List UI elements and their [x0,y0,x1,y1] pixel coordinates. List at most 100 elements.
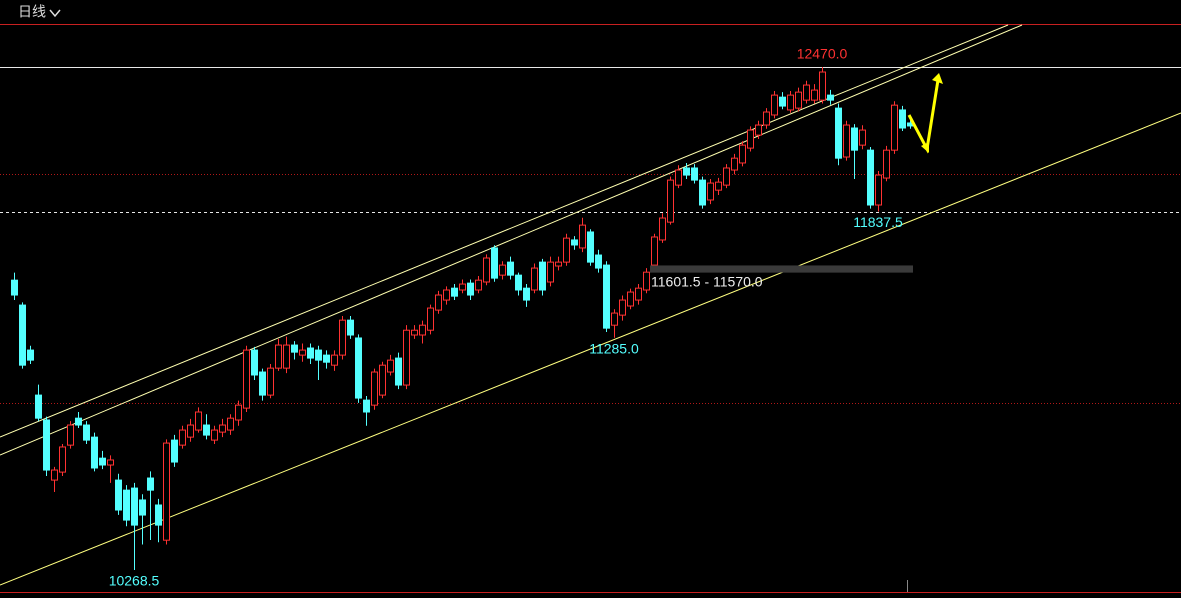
candle-body [683,167,690,176]
candle-body [851,127,858,151]
candle-body [827,94,834,101]
candle-body [523,287,530,301]
candle-body [723,167,730,186]
candle-body [131,487,138,526]
channel-line [0,24,1009,438]
dropdown-chevron[interactable] [49,9,61,18]
candle-body [819,71,826,101]
candle-body [395,357,402,386]
candle-body [491,247,498,279]
candle-body [787,94,794,111]
candle-body [467,282,474,296]
candle-body [867,149,874,206]
candle-body [515,274,522,291]
candle-body [91,436,98,469]
arrow-head [932,73,943,84]
price-annotation: 11285.0 [589,340,639,356]
candle-body [451,287,458,297]
candle-body [59,446,66,473]
candle-body [419,324,426,336]
candle-body [843,124,850,158]
channel-lines [0,24,1181,586]
candle-body [123,489,130,521]
candle-body [227,417,234,431]
candle-body [651,236,658,266]
candle-body [483,257,490,283]
candle-body [835,107,842,159]
price-annotation: 12470.0 [797,46,848,62]
candle-body [547,261,554,283]
period-label[interactable]: 日线 [18,4,46,20]
candle-body [51,469,58,481]
candle-body [779,96,786,107]
candle-body [659,217,666,241]
candle-body [595,254,602,269]
candle-body [603,264,610,329]
arrow-head [921,142,929,153]
candle-body [155,504,162,526]
channel-line [0,24,1023,456]
candle-body [739,144,746,164]
candle-body [267,367,274,396]
candle-body [811,89,818,101]
candle-body [475,279,482,291]
price-annotation: 11837.5 [853,214,903,230]
candle-body [571,239,578,246]
candle-body [795,91,802,109]
candle-body [411,329,418,336]
candle-body [363,399,370,413]
candle-body [435,294,442,311]
candle-body [731,157,738,171]
candle-body [699,179,706,206]
price-zone [650,265,913,273]
candle-body [747,129,754,149]
candle-body [891,104,898,151]
candle-body [195,411,202,431]
candle-body [27,349,34,361]
candle-body [403,329,410,386]
candle-body [179,429,186,446]
candle-body [139,499,146,516]
candle-body [187,424,194,438]
candle-body [107,459,114,466]
candle-body [691,167,698,181]
candle-body [11,279,18,296]
candle-body [163,442,170,541]
candle-body [171,439,178,463]
candle-body [355,337,362,399]
candle-body [459,283,466,291]
candle-body [499,264,506,276]
candle-body [99,457,106,466]
candle-body [259,371,266,396]
candle-body [307,347,314,359]
candle-body [627,291,634,307]
candle-body [387,359,394,373]
candle-body [875,174,882,206]
candle-body [331,354,338,366]
candle-body [803,84,810,101]
candle-body [299,349,306,356]
candle-body [211,429,218,441]
candle-body [75,417,82,426]
period-selector[interactable]: 日线 [18,4,61,20]
candle-body [291,344,298,353]
candle-body [323,354,330,363]
candle-body [587,231,594,263]
candle-body [563,237,570,263]
candle-body [619,299,626,316]
candle-body [371,371,378,406]
candle-body [763,111,770,126]
candle-body [667,179,674,223]
candle-body [83,424,90,441]
candle-body [635,287,642,301]
candle-body [771,94,778,116]
candle-body [379,364,386,396]
candle-body [283,344,290,369]
candle-body [707,182,714,201]
candle-body [339,319,346,356]
candle-body [219,424,226,433]
grid [0,67,1181,404]
candle-body [755,124,762,136]
candle-body [443,289,450,301]
